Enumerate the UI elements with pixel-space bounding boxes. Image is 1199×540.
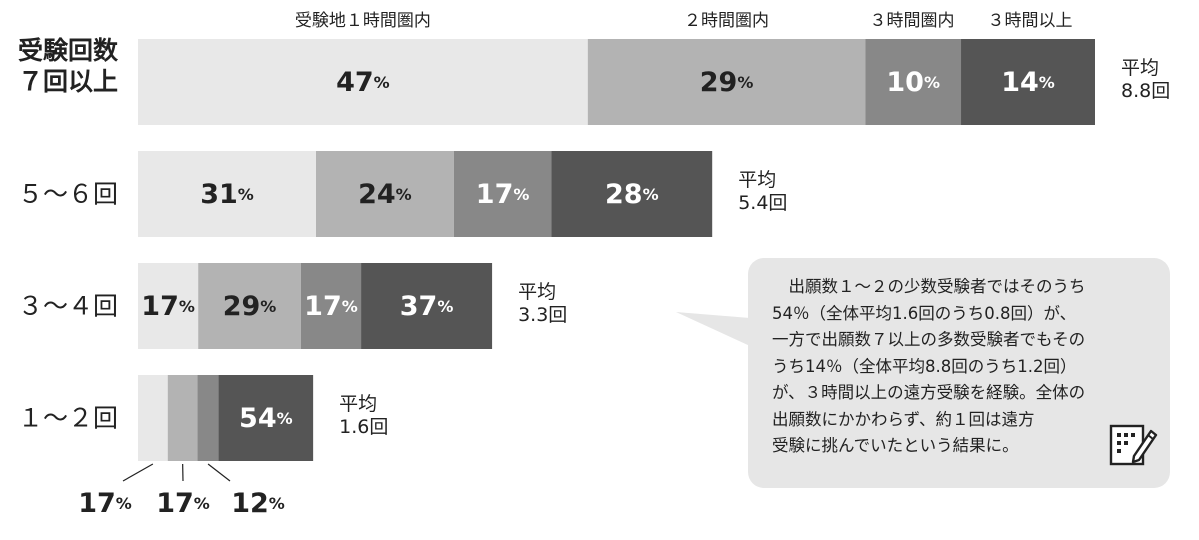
data-label-r2-s3: 17%	[476, 179, 530, 210]
data-label-r2-s4: 28%	[605, 179, 659, 210]
data-label-r4-s2: 17%	[156, 488, 210, 519]
bar-segment-r1-s4	[961, 39, 1095, 125]
average-label-2: 平均 5.4回	[738, 169, 787, 214]
bar-segment-r4-s2	[167, 375, 198, 461]
average-label-4: 平均 1.6回	[339, 393, 388, 438]
bar-segment-r3-s1	[138, 263, 199, 349]
leader-line-1	[122, 463, 154, 482]
average-label-3: 平均 3.3回	[518, 281, 567, 326]
row-label-3: ３～４回	[18, 292, 118, 321]
callout-text: 出願数１～２の少数受験者ではそのうち 54％（全体平均1.6回のうち0.8回）が…	[772, 277, 1086, 455]
data-label-r1-s3: 10%	[886, 67, 940, 98]
row-label-1: 受験回数７回以上	[18, 36, 119, 96]
callout-bubble: 出願数１～２の少数受験者ではそのうち 54％（全体平均1.6回のうち0.8回）が…	[748, 258, 1170, 488]
bar-segment-r3-s4	[361, 263, 493, 349]
data-label-r3-s3: 17%	[304, 291, 358, 322]
bar-segment-r4-s4	[218, 375, 314, 461]
callout-pointer	[676, 312, 750, 346]
data-label-r4-s3: 12%	[231, 488, 285, 519]
bar-segment-r2-s2	[316, 151, 454, 237]
data-label-r3-s1: 17%	[141, 291, 195, 322]
data-label-r2-s1: 31%	[200, 179, 254, 210]
data-label-r1-s1: 47%	[336, 67, 390, 98]
data-label-r1-s4: 14%	[1001, 67, 1055, 98]
legend-label-4: ３時間以上	[988, 11, 1073, 31]
data-label-r2-s2: 24%	[358, 179, 412, 210]
data-label-r4-s4: 54%	[239, 403, 293, 434]
legend-label-1: 受験地１時間圏内	[295, 11, 431, 31]
data-label-r3-s4: 37%	[400, 291, 454, 322]
leader-line-3	[207, 463, 231, 482]
bar-segment-r4-s1	[138, 375, 168, 461]
bar-segment-r2-s3	[453, 151, 552, 237]
bar-segment-r2-s4	[551, 151, 713, 237]
data-label-r4-s1: 17%	[78, 488, 132, 519]
data-label-r1-s2: 29%	[700, 67, 754, 98]
bar-segment-r1-s3	[865, 39, 962, 125]
data-label-r3-s2: 29%	[223, 291, 277, 322]
average-label-1: 平均 8.8回	[1121, 57, 1170, 102]
bar-segment-r3-s3	[300, 263, 362, 349]
row-label-4: １～２回	[18, 404, 118, 433]
bar-segment-r2-s1	[138, 151, 317, 237]
bar-segment-r3-s2	[198, 263, 301, 349]
bar-segment-r1-s1	[138, 39, 588, 125]
row-label-2: ５～６回	[18, 180, 118, 209]
memo-pencil-icon	[1109, 424, 1158, 466]
bar-segment-r4-s3	[197, 375, 219, 461]
bar-segment-r1-s2	[587, 39, 866, 125]
legend-label-2: ２時間圏内	[684, 11, 769, 31]
legend-label-3: ３時間圏内	[870, 11, 955, 31]
